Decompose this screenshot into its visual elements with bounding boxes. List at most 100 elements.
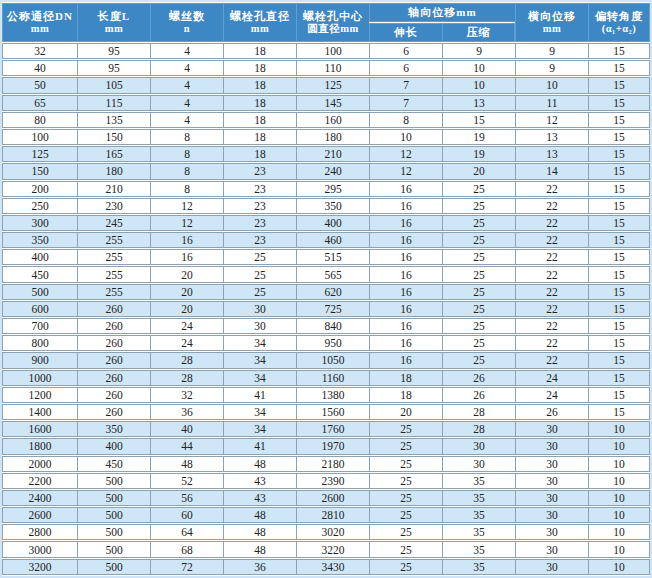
table-cell: 30 [515, 456, 588, 472]
table-cell: 22 [515, 301, 588, 317]
table-cell: 8 [150, 163, 223, 179]
table-cell: 8 [150, 146, 223, 162]
col-header-bolt-count: 螺丝数 n [150, 3, 223, 42]
table-cell: 32 [2, 43, 77, 59]
table-cell: 125 [2, 146, 77, 162]
table-cell: 6 [369, 43, 442, 59]
table-cell: 48 [223, 524, 296, 540]
table-cell: 60 [150, 507, 223, 523]
table-cell: 600 [2, 301, 77, 317]
table-cell: 15 [588, 112, 650, 128]
table-row: 501054181257101015 [2, 77, 650, 93]
table-cell: 26 [515, 404, 588, 420]
table-cell: 15 [588, 163, 650, 179]
table-cell: 25 [442, 198, 515, 214]
table-cell: 43 [223, 490, 296, 506]
table-cell: 30 [515, 507, 588, 523]
table-cell: 100 [296, 43, 369, 59]
table-cell: 28 [442, 404, 515, 420]
table-cell: 200 [2, 181, 77, 197]
table-cell: 19 [442, 129, 515, 145]
table-cell: 12 [150, 215, 223, 231]
table-cell: 72 [150, 559, 223, 575]
table-cell: 14 [515, 163, 588, 179]
table-cell: 1600 [2, 421, 77, 437]
table-cell: 25 [369, 421, 442, 437]
table-cell: 255 [77, 249, 150, 265]
table-cell: 500 [77, 473, 150, 489]
col-header-lateral-displacement: 横向位移 mm [515, 3, 588, 42]
table-cell: 30 [515, 473, 588, 489]
table-cell: 180 [77, 163, 150, 179]
table-cell: 260 [77, 404, 150, 420]
table-cell: 165 [77, 146, 150, 162]
col-header-bolt-circle-diameter: 螺栓孔中心 圆直径mm [296, 3, 369, 42]
table-cell: 20 [442, 163, 515, 179]
table-cell: 18 [369, 370, 442, 386]
table-cell: 65 [2, 95, 77, 111]
table-cell: 1160 [296, 370, 369, 386]
table-cell: 48 [223, 541, 296, 557]
table-cell: 22 [515, 318, 588, 334]
table-row: 15018082324012201415 [2, 163, 650, 179]
table-cell: 22 [515, 232, 588, 248]
table-cell: 16 [150, 249, 223, 265]
col-header-nominal-diameter: 公称通径DN mm [2, 3, 77, 42]
table-cell: 32 [150, 387, 223, 403]
table-cell: 25 [223, 266, 296, 282]
table-cell: 18 [223, 129, 296, 145]
table-cell: 1380 [296, 387, 369, 403]
table-cell: 400 [296, 215, 369, 231]
table-row: 32005007236343025353010 [2, 559, 650, 575]
table-cell: 13 [442, 95, 515, 111]
table-cell: 950 [296, 335, 369, 351]
table-cell: 350 [296, 198, 369, 214]
table-cell: 245 [77, 215, 150, 231]
table-cell: 24 [150, 335, 223, 351]
table-cell: 19 [442, 146, 515, 162]
table-cell: 11 [515, 95, 588, 111]
table-cell: 210 [296, 146, 369, 162]
table-cell: 4 [150, 112, 223, 128]
table-cell: 95 [77, 43, 150, 59]
table-cell: 10 [588, 421, 650, 437]
table-cell: 35 [442, 559, 515, 575]
table-cell: 15 [588, 404, 650, 420]
col-header-unit: mm [3, 23, 77, 35]
table-cell: 3220 [296, 541, 369, 557]
table-cell: 22 [515, 352, 588, 368]
col-header-unit: (α₁+α₂) [589, 23, 649, 35]
table-cell: 20 [369, 404, 442, 420]
table-cell: 250 [2, 198, 77, 214]
table-cell: 25 [442, 352, 515, 368]
table-row: 14002603634156020282615 [2, 404, 650, 420]
table-cell: 10 [588, 559, 650, 575]
col-header-deflection-angle: 偏转角度 (α₁+α₂) [588, 3, 650, 42]
table-cell: 80 [2, 112, 77, 128]
table-cell: 23 [223, 215, 296, 231]
table-cell: 22 [515, 335, 588, 351]
table-cell: 125 [296, 77, 369, 93]
table-row: 250230122335016252215 [2, 198, 650, 214]
table-row: 400255162551516252215 [2, 249, 650, 265]
table-cell: 41 [223, 387, 296, 403]
col-header-title: 长度L [78, 10, 150, 23]
table-cell: 350 [77, 421, 150, 437]
table-cell: 34 [223, 352, 296, 368]
table-cell: 105 [77, 77, 150, 93]
table-cell: 15 [588, 284, 650, 300]
table-cell: 2400 [2, 490, 77, 506]
table-cell: 43 [223, 473, 296, 489]
table-cell: 24 [515, 370, 588, 386]
table-cell: 1400 [2, 404, 77, 420]
table-cell: 68 [150, 541, 223, 557]
table-cell: 150 [77, 129, 150, 145]
table-cell: 13 [515, 146, 588, 162]
table-cell: 10 [442, 60, 515, 76]
table-cell: 30 [442, 456, 515, 472]
table-cell: 15 [588, 249, 650, 265]
table-cell: 64 [150, 524, 223, 540]
col-header-axial-compress: 压缩 [442, 23, 515, 42]
table-cell: 500 [77, 507, 150, 523]
table-cell: 48 [223, 456, 296, 472]
